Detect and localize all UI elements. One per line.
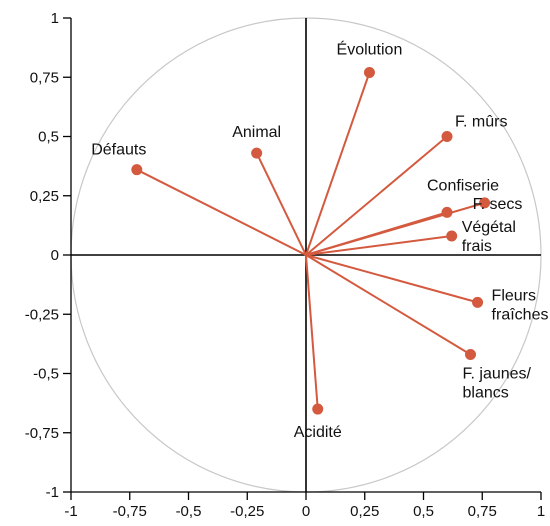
vector-line (305, 135, 448, 256)
y-tick-label: 0,75 (30, 69, 59, 86)
point-label-line: Confiserie (427, 177, 499, 194)
point-label: Végétal frais (462, 219, 516, 255)
y-tick-label: 0 (51, 247, 59, 264)
point-label: Animal (232, 124, 281, 141)
data-point (131, 164, 143, 176)
data-point (441, 131, 453, 142)
x-tick-label: 1 (537, 503, 545, 520)
vector-line (305, 72, 371, 256)
vector-line (305, 254, 472, 356)
point-label: Évolution (337, 40, 403, 59)
y-tick-label: -1 (46, 484, 59, 501)
x-tick-label: 0,25 (350, 503, 379, 520)
vector-line (255, 152, 307, 256)
point-label-line: frais (462, 238, 492, 255)
data-point (472, 296, 484, 308)
x-tick-label: -0,25 (230, 503, 264, 520)
point-label-line: Évolution (337, 40, 403, 59)
y-tick-label: 0,25 (30, 188, 59, 205)
x-tick-label: 0,5 (413, 503, 434, 520)
point-label: F. secs (473, 196, 523, 213)
point-label: Défauts (91, 142, 146, 159)
data-point (479, 197, 491, 209)
point-label-line: F. jaunes/ (463, 366, 532, 383)
y-tick-label: -0,75 (25, 425, 59, 442)
point-label-line: blancs (463, 385, 509, 402)
data-point (251, 147, 263, 159)
x-tick-label: 0,75 (468, 503, 497, 520)
data-point (446, 230, 458, 242)
point-label-line: Acidité (294, 424, 342, 441)
point-label: F. jaunes/blancs (463, 366, 532, 402)
vector-line (305, 254, 319, 410)
x-tick-label: -0,5 (176, 503, 202, 520)
vector-line (305, 201, 485, 256)
data-point (363, 67, 375, 79)
y-tick-label: -0,5 (33, 366, 59, 383)
x-tick-label: -1 (64, 503, 77, 520)
x-tick-label: -0,75 (113, 503, 147, 520)
vector-line (305, 254, 478, 304)
point-label: Confiserie (427, 177, 499, 194)
vector-line (305, 235, 452, 256)
y-tick-label: 0,5 (38, 129, 59, 146)
data-point (465, 349, 476, 361)
point-label-line: Végétal (462, 219, 516, 236)
data-point (312, 403, 324, 415)
point-label-line: fraîches (492, 306, 549, 323)
point-label: F. mûrs (455, 114, 507, 131)
point-label-line: Animal (232, 124, 281, 141)
vector-line (136, 168, 307, 256)
point-label-line: F. secs (473, 196, 523, 213)
point-label: Fleurs fraîches (492, 287, 549, 323)
point-label: Acidité (294, 424, 342, 441)
y-tick-label: -0,25 (25, 306, 59, 323)
point-label-line: Fleurs (492, 287, 536, 304)
y-tick-label: 1 (51, 10, 59, 27)
point-label-line: F. mûrs (455, 114, 507, 131)
point-label-line: Défauts (91, 142, 146, 159)
x-tick-label: 0 (302, 503, 310, 520)
